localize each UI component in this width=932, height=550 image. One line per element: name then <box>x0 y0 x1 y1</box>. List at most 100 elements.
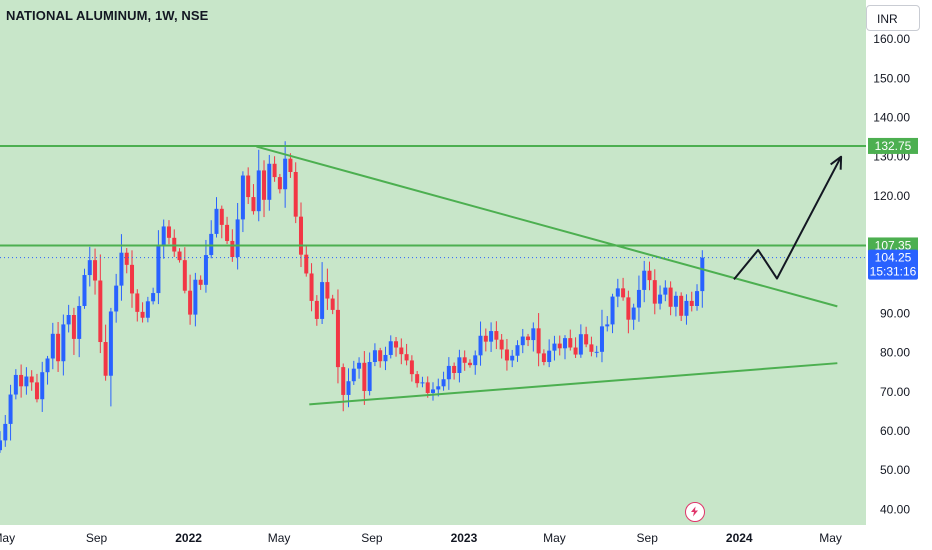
candle-body <box>658 294 663 304</box>
candle-body <box>541 353 546 363</box>
price-tick-label: 60.00 <box>880 424 910 438</box>
candle-body <box>13 374 18 395</box>
candle-body <box>71 315 76 339</box>
candle-body <box>663 287 668 295</box>
candle-body <box>578 334 583 355</box>
candle-body <box>642 270 647 290</box>
candle-body <box>589 344 594 352</box>
candle-body <box>0 440 2 451</box>
candle-body <box>130 264 135 294</box>
candle-body <box>695 291 700 306</box>
candle-body <box>45 358 50 373</box>
candle-body <box>436 386 441 390</box>
candle-body <box>668 287 673 307</box>
candle-body <box>93 260 98 281</box>
candle-body <box>8 394 13 424</box>
level-price-label: 107.35 <box>875 238 912 252</box>
candle-body <box>452 365 457 373</box>
candle-body <box>135 293 140 312</box>
candle-body <box>256 170 261 212</box>
candle-body <box>594 351 599 353</box>
candle-body <box>283 158 288 190</box>
candle-body <box>151 293 156 302</box>
candle-body <box>467 362 472 366</box>
candle-body <box>647 270 652 281</box>
lightning-icon[interactable] <box>685 502 705 522</box>
price-tick-label: 160.00 <box>873 32 910 46</box>
last-price-label-bg <box>868 249 918 280</box>
candle-body <box>515 345 520 356</box>
time-tick-label: May <box>268 531 291 545</box>
candle-body <box>145 301 150 318</box>
time-tick-label: Sep <box>637 531 659 545</box>
candle-body <box>552 343 557 351</box>
candle-body <box>298 216 303 255</box>
candle-body <box>372 350 377 363</box>
time-tick-label: May <box>0 531 15 545</box>
plot-background <box>0 0 866 525</box>
candle-body <box>251 197 256 212</box>
candle-body <box>24 376 29 387</box>
price-tick-label: 70.00 <box>880 385 910 399</box>
candle-body <box>177 251 182 261</box>
symbol-title: NATIONAL ALUMINUM, 1W, NSE <box>6 8 209 23</box>
candle-body <box>684 300 689 316</box>
candle-body <box>182 260 187 291</box>
candle-body <box>225 224 230 241</box>
candle-body <box>19 374 24 387</box>
candle-body <box>272 163 277 178</box>
candle-body <box>510 355 515 361</box>
candle-body <box>325 282 330 299</box>
candle-body <box>77 305 82 339</box>
time-tick-label: May <box>819 531 842 545</box>
candle-body <box>293 171 298 217</box>
candle-body <box>420 382 425 384</box>
candle-body <box>309 273 314 301</box>
currency-selector[interactable]: INR <box>866 5 920 31</box>
candle-body <box>262 170 267 200</box>
candle-body <box>599 326 604 352</box>
candle-body <box>82 275 87 306</box>
bar-countdown-label: 15:31:16 <box>870 265 917 279</box>
candle-body <box>50 333 55 359</box>
candle-body <box>404 354 409 361</box>
level-price-label-bg <box>868 137 918 154</box>
candle-body <box>140 311 145 318</box>
candle-body <box>383 354 388 362</box>
candle-body <box>314 300 319 319</box>
time-tick-label: May <box>543 531 566 545</box>
candle-body <box>573 347 578 355</box>
price-tick-label: 90.00 <box>880 306 910 320</box>
candle-body <box>288 158 293 172</box>
candle-body <box>34 382 39 400</box>
candle-body <box>193 279 198 315</box>
price-tick-label: 140.00 <box>873 111 910 125</box>
candle-body <box>689 300 694 306</box>
candle-body <box>441 379 446 387</box>
candle-body <box>531 328 536 341</box>
candle-body <box>462 357 467 363</box>
candle-body <box>700 257 705 292</box>
candle-body <box>478 335 483 356</box>
candle-body <box>473 355 478 366</box>
candle-body <box>341 367 346 395</box>
candle-body <box>673 295 678 307</box>
candle-body <box>431 389 435 393</box>
candle-body <box>605 324 610 327</box>
candle-body <box>679 295 684 316</box>
candle-body <box>335 309 340 368</box>
candle-body <box>520 336 525 346</box>
price-tick-label: 120.00 <box>873 189 910 203</box>
time-axis-background <box>0 525 866 550</box>
candle-body <box>277 177 282 190</box>
candle-body <box>3 423 8 441</box>
candle-body <box>214 208 219 234</box>
candle-body <box>56 333 61 362</box>
candle-body <box>246 175 251 198</box>
candle-body <box>457 357 462 373</box>
candle-body <box>304 254 309 274</box>
candle-body <box>584 334 589 345</box>
time-tick-label: 2022 <box>175 531 202 545</box>
